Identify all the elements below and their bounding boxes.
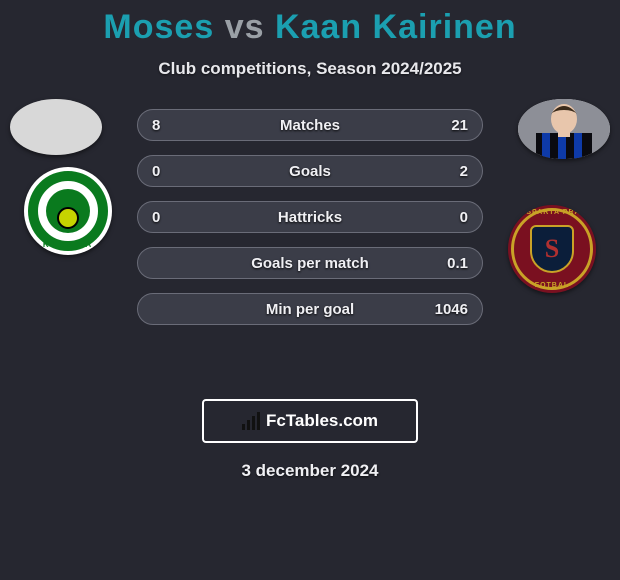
stat-label: Hattricks [278,209,342,226]
branding-box[interactable]: FcTables.com [202,399,418,443]
player1-club-crest: MFK KARVINÁ [24,167,112,255]
stat-label: Matches [280,117,340,134]
player1-photo [10,99,102,155]
player2-photo [518,99,610,159]
bar-chart-icon [242,412,260,430]
player1-name: Moses [103,8,214,46]
stat-label: Goals per match [251,255,369,272]
crest-left-bottom: KARVINÁ [24,240,112,249]
stat-row-hattricks: 0 Hattricks 0 [137,201,483,233]
subtitle: Club competitions, Season 2024/2025 [0,59,620,79]
stat-left-value: 0 [152,163,160,180]
branding-text: FcTables.com [266,411,378,431]
stat-label: Goals [289,163,331,180]
stat-row-goals: 0 Goals 2 [137,155,483,187]
stat-label: Min per goal [266,301,354,318]
stat-right-value: 0.1 [447,255,468,272]
stat-right-value: 0 [460,209,468,226]
stats-arena: MFK KARVINÁ AC SPARTA PRAHA S FOTBAL 8 M… [0,109,620,369]
player2-photo-svg [518,99,610,159]
stat-left-value: 8 [152,117,160,134]
stat-row-gpm: Goals per match 0.1 [137,247,483,279]
crest-right-bottom: FOTBAL [508,282,596,289]
stat-right-value: 2 [460,163,468,180]
crest-right-letter: S [545,234,559,264]
player2-club-crest: AC SPARTA PRAHA S FOTBAL [508,205,596,293]
date-label: 3 december 2024 [0,461,620,481]
stat-right-value: 1046 [435,301,468,318]
stat-row-matches: 8 Matches 21 [137,109,483,141]
crest-right-top: AC SPARTA PRAHA [508,209,596,216]
comparison-card: Moses vs Kaan Kairinen Club competitions… [0,0,620,481]
vs-label: vs [225,8,265,46]
stat-right-value: 21 [451,117,468,134]
player2-name: Kaan Kairinen [275,8,517,46]
page-title: Moses vs Kaan Kairinen [0,8,620,47]
stat-left-value: 0 [152,209,160,226]
stat-row-mpg: Min per goal 1046 [137,293,483,325]
